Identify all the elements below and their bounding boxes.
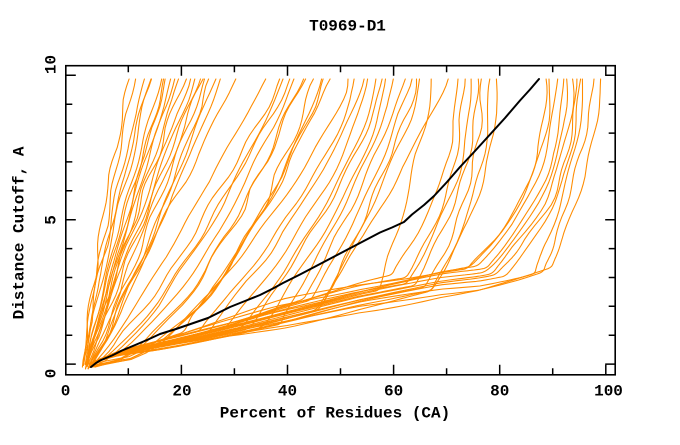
svg-text:10: 10 [43, 55, 61, 74]
svg-text:5: 5 [43, 215, 61, 225]
svg-text:T0969-D1: T0969-D1 [309, 18, 386, 36]
svg-text:0: 0 [61, 382, 71, 400]
svg-text:40: 40 [278, 382, 297, 400]
svg-text:60: 60 [384, 382, 403, 400]
svg-text:20: 20 [172, 382, 191, 400]
svg-text:0: 0 [43, 369, 61, 379]
svg-text:100: 100 [594, 382, 623, 400]
svg-text:Distance Cutoff, A: Distance Cutoff, A [11, 146, 29, 319]
svg-text:80: 80 [490, 382, 509, 400]
svg-text:Percent of Residues (CA): Percent of Residues (CA) [220, 405, 450, 423]
